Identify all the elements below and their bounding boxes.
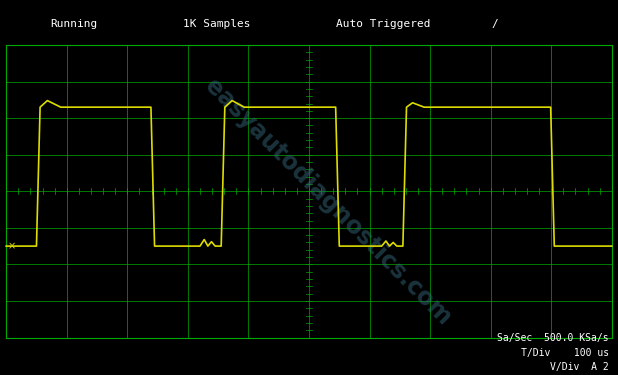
Text: V/Div  A 2: V/Div A 2 <box>550 362 609 372</box>
Text: 1K Samples: 1K Samples <box>182 19 250 29</box>
Text: ×: × <box>8 241 16 251</box>
Text: easyautodiagnostics.com: easyautodiagnostics.com <box>200 75 455 330</box>
Text: /: / <box>491 19 497 29</box>
Text: Auto Triggered: Auto Triggered <box>336 19 430 29</box>
Text: T/Div    100 us: T/Div 100 us <box>520 348 609 358</box>
Text: Sa/Sec  500.0 KSa/s: Sa/Sec 500.0 KSa/s <box>497 333 609 343</box>
Text: Running: Running <box>51 19 98 29</box>
